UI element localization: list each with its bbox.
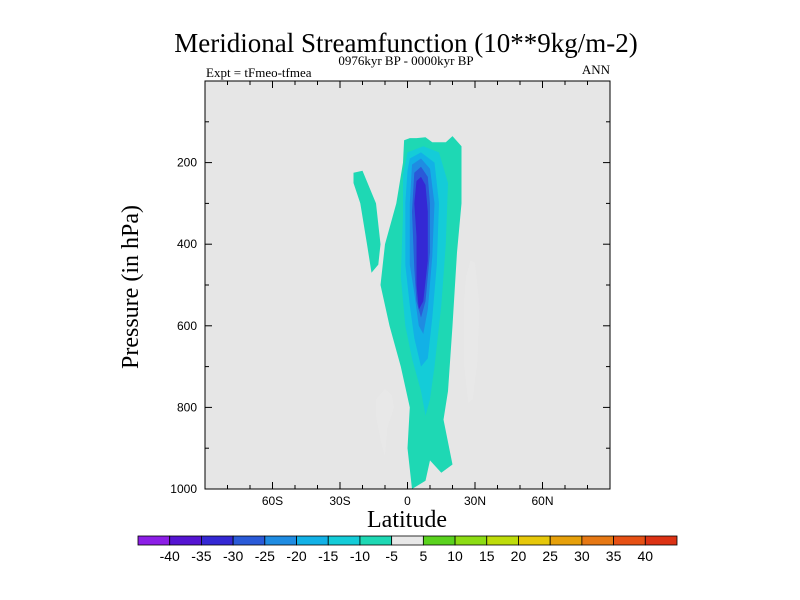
chart-subtitle-center: 0976kyr BP - 0000kyr BP [338,53,473,68]
chart-subtitle-right: ANN [582,62,611,77]
colorbar-label: -20 [286,548,306,564]
colorbar-swatch [391,535,424,546]
x-tick-label: 60N [531,494,553,508]
y-tick-label: 200 [177,156,197,170]
colorbar-swatch [327,535,361,546]
y-tick-label: 400 [177,237,197,251]
colorbar-swatch [201,535,234,546]
colorbar-swatch [518,535,551,546]
colorbar-label: 30 [574,548,590,564]
contour-region-neg-5-left [353,170,381,273]
colorbar-label: -30 [223,548,243,564]
chart-title: Meridional Streamfunction (10**9kg/m-2) [174,28,637,58]
x-tick-label: 0 [404,494,411,508]
colorbar-label: -25 [255,548,275,564]
colorbar-swatch [137,535,171,546]
colorbar-label: 25 [542,548,558,564]
colorbar-label: 35 [606,548,622,564]
colorbar: -40 -35 -30 -25 -20 -15 -10 -5 5 10 15 20 25 30 35 40 [137,535,678,564]
contour-regions [353,136,480,489]
y-axis-ticks: 200 400 600 800 1000 [170,121,610,496]
colorbar-swatch [454,535,488,546]
contour-region-pos-5-left [376,389,394,457]
colorbar-swatch [581,535,614,546]
colorbar-label: -10 [350,548,370,564]
colorbar-swatch [644,535,678,546]
colorbar-label: 20 [511,548,527,564]
x-tick-label: 30N [464,494,486,508]
colorbar-swatch [232,535,266,546]
x-tick-label: 30S [329,494,350,508]
y-tick-label: 800 [177,400,197,414]
chart-subtitle-left: Expt = tFmeo-tfmea [206,65,312,80]
y-axis-label: Pressure (in hPa) [118,205,144,369]
colorbar-swatch [264,535,297,546]
colorbar-label: 40 [638,548,654,564]
colorbar-swatch [486,535,519,546]
colorbar-label: 15 [479,548,495,564]
contour-region-neg-30 [414,176,428,310]
colorbar-label: -40 [160,548,180,564]
colorbar-label: -35 [191,548,211,564]
colorbar-label: -5 [385,548,398,564]
x-axis-ticks: 60S 30S 0 30N 60N [204,81,611,508]
colorbar-swatch [296,535,329,546]
x-axis-label: Latitude [367,507,447,533]
y-tick-label: 600 [177,319,197,333]
colorbar-label: -15 [318,548,338,564]
colorbar-swatch [422,535,456,546]
colorbar-label: 5 [419,548,427,564]
colorbar-swatch [549,535,583,546]
colorbar-swatch [359,535,393,546]
colorbar-label: 10 [447,548,463,564]
y-tick-label: 1000 [170,482,197,496]
colorbar-swatch [169,535,202,546]
contour-region-pos-5-right [463,260,480,404]
colorbar-swatch [613,535,646,546]
x-tick-label: 60S [262,494,283,508]
